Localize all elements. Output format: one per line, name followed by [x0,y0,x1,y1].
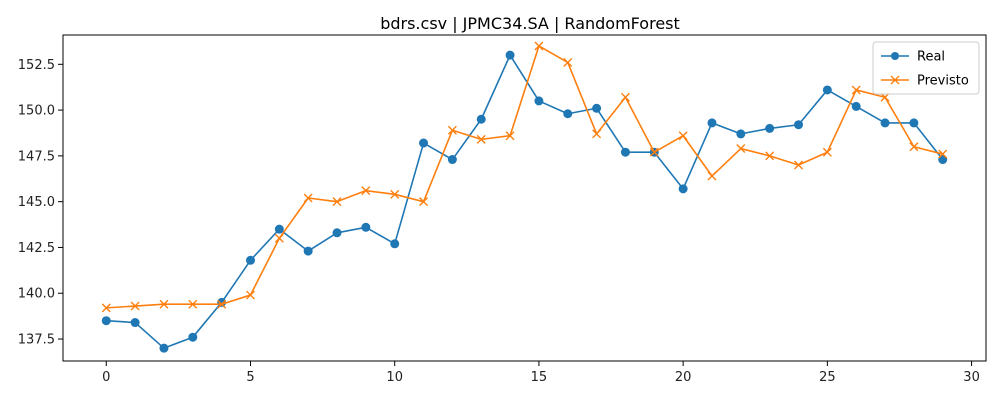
x-tick-label: 15 [531,370,548,385]
data-point [678,131,688,141]
data-point [880,118,890,128]
data-point [101,316,111,326]
data-point [534,96,544,106]
data-point [447,125,457,135]
x-tick-label: 10 [386,370,403,385]
data-point [217,299,227,309]
y-tick-label: 152.5 [18,58,55,73]
y-tick-label: 145.0 [18,195,55,210]
data-point [909,142,919,152]
data-point [794,160,804,170]
data-point [592,103,602,113]
data-point [534,41,544,51]
data-point [390,239,400,249]
data-point [505,50,515,60]
data-point [909,118,919,128]
data-point [476,134,486,144]
data-point [245,255,255,265]
data-point [332,228,342,238]
x-tick-label: 30 [963,370,980,385]
data-point [563,57,573,67]
plot-area: 0 5 10 15 20 25 30 137.5 140.0 142.5 145.0 147.5 150… [18,41,980,385]
y-tick-label: 147.5 [18,149,55,164]
data-point [765,123,775,133]
data-point [938,149,948,159]
legend-marker [891,52,899,60]
data-point [620,92,630,102]
x-tick-label: 25 [819,370,836,385]
series-line-real [106,54,944,349]
series-previsto [101,41,948,313]
data-point [822,147,832,157]
data-point [938,155,948,165]
data-point [851,101,861,111]
data-point [592,129,602,139]
data-point [794,120,804,130]
x-tick-label: 20 [675,370,692,385]
data-point [476,114,486,124]
data-point [101,303,111,313]
data-point [274,233,284,243]
data-point [159,343,169,353]
x-tick-label: 0 [102,370,110,385]
data-point [505,131,515,141]
data-point [880,92,890,102]
data-point [130,301,140,311]
legend-box [872,41,980,95]
x-tick-label: 5 [246,370,254,385]
data-point [447,155,457,165]
y-tick-label: 140.0 [18,287,55,302]
data-point [765,151,775,161]
data-point [851,85,861,95]
data-point [649,147,659,157]
data-point [361,186,371,196]
data-point [274,224,284,234]
chart-title: bdrs.csv | JPMC34.SA | RandomForest [380,14,680,33]
data-point [188,332,198,342]
data-point [736,129,746,139]
data-point [303,246,313,256]
data-point [130,318,140,328]
data-point [563,109,573,119]
data-point [678,184,688,194]
data-point [707,118,717,128]
data-point [188,299,198,309]
data-point [736,144,746,154]
y-tick-label: 150.0 [18,104,55,119]
y-tick-label: 137.5 [18,333,55,348]
data-point [245,290,255,300]
series-line-previsto [106,45,943,309]
legend: Real Previsto [872,41,980,95]
axes-frame [62,34,987,362]
data-point [390,189,400,199]
data-point [159,299,169,309]
data-point [419,138,429,148]
y-tick-label: 142.5 [18,241,55,256]
legend-label: Previsto [917,74,969,89]
series-real [101,50,948,353]
data-point [419,197,429,207]
legend-label: Real [917,50,945,65]
legend-marker [890,75,900,85]
data-point [332,197,342,207]
data-point [620,147,630,157]
data-point [822,85,832,95]
data-point [707,171,717,181]
data-point [361,222,371,232]
data-point [303,193,313,203]
